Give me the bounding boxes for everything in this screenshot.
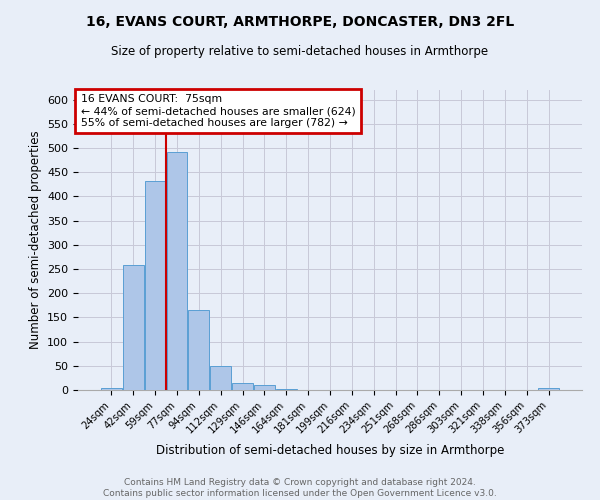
Text: Contains HM Land Registry data © Crown copyright and database right 2024.
Contai: Contains HM Land Registry data © Crown c… <box>103 478 497 498</box>
Bar <box>276 388 296 390</box>
Text: 16 EVANS COURT:  75sqm
← 44% of semi-detached houses are smaller (624)
55% of se: 16 EVANS COURT: 75sqm ← 44% of semi-deta… <box>80 94 355 128</box>
Text: Size of property relative to semi-detached houses in Armthorpe: Size of property relative to semi-detach… <box>112 45 488 58</box>
X-axis label: Distribution of semi-detached houses by size in Armthorpe: Distribution of semi-detached houses by … <box>156 444 504 456</box>
Bar <box>101 388 122 390</box>
Bar <box>232 383 253 390</box>
Bar <box>254 384 275 390</box>
Bar <box>538 388 559 390</box>
Text: 16, EVANS COURT, ARMTHORPE, DONCASTER, DN3 2FL: 16, EVANS COURT, ARMTHORPE, DONCASTER, D… <box>86 15 514 29</box>
Y-axis label: Number of semi-detached properties: Number of semi-detached properties <box>29 130 41 350</box>
Bar <box>145 181 166 390</box>
Bar <box>167 152 187 390</box>
Bar <box>123 265 143 390</box>
Bar <box>210 366 231 390</box>
Bar <box>188 310 209 390</box>
